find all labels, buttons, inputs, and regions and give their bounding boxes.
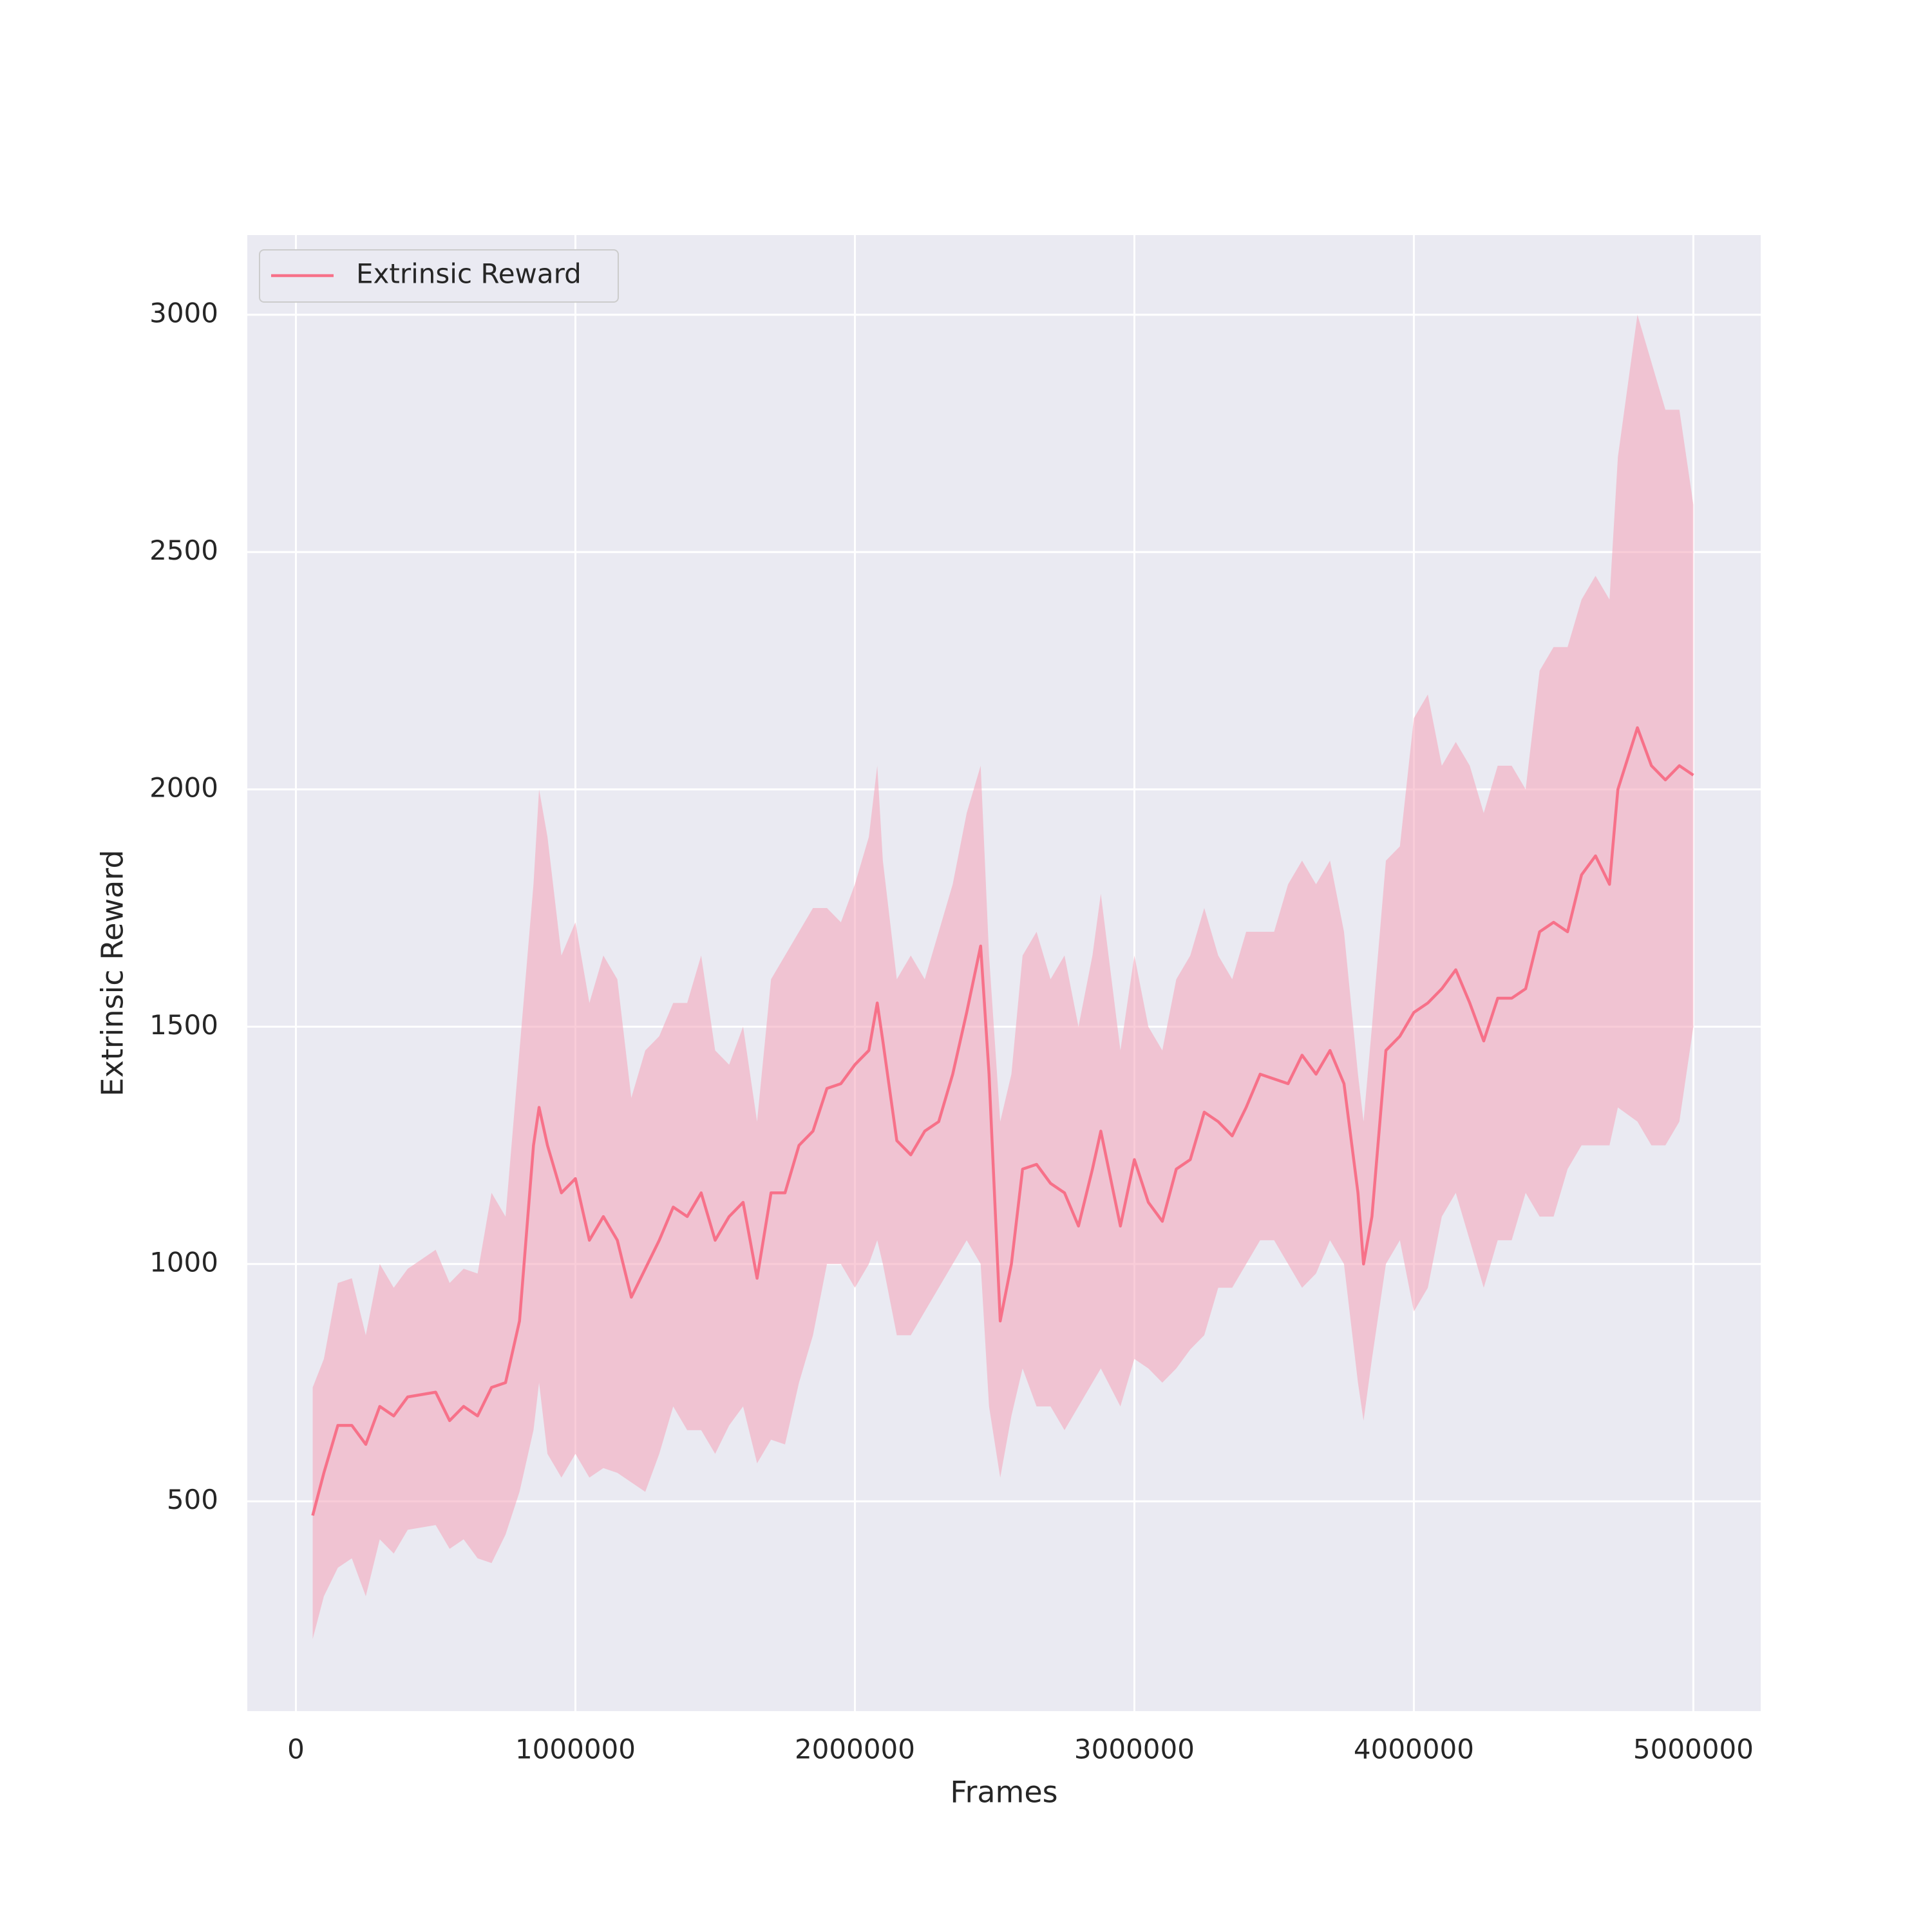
y-axis-label: Extrinsic Reward	[95, 849, 130, 1096]
y-tick-label: 500	[167, 1484, 218, 1515]
legend-box	[259, 249, 619, 303]
x-axis-label: Frames	[950, 1775, 1057, 1810]
y-tick-label: 3000	[149, 297, 218, 328]
y-tick-label: 1000	[149, 1246, 218, 1278]
x-tick-label: 4000000	[1354, 1734, 1474, 1765]
y-tick-label: 2500	[149, 535, 218, 566]
confidence-band	[312, 314, 1694, 1639]
x-tick-label: 2000000	[795, 1734, 915, 1765]
y-tick-label: 1500	[149, 1009, 218, 1041]
x-tick-label: 0	[287, 1734, 305, 1765]
x-tick-label: 3000000	[1074, 1734, 1195, 1765]
x-tick-label: 5000000	[1633, 1734, 1754, 1765]
legend-label: Extrinsic Reward	[356, 258, 582, 290]
y-tick-label: 2000	[149, 772, 218, 803]
x-tick-label: 1000000	[515, 1734, 636, 1765]
line	[311, 726, 1694, 1516]
